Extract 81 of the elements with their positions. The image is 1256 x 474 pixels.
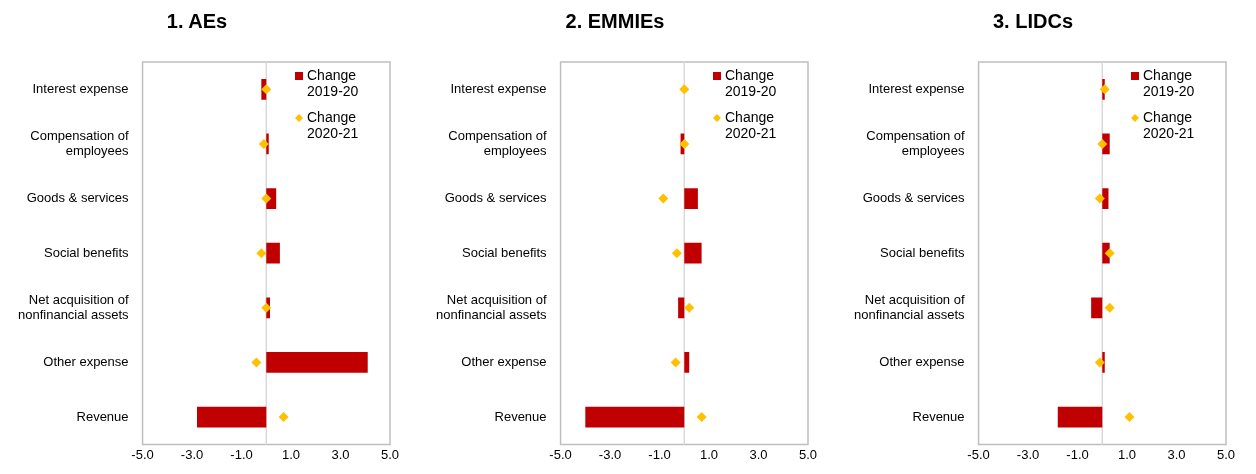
x-tick-label: 5.0 [1216,446,1236,462]
point [251,357,262,368]
chart-title: 2. EMMIEs [565,9,665,32]
y-tick-label: Other expense [43,354,129,370]
y-tick-label: Compensation of employees [866,127,966,159]
legend-label: Change 2020-21 [1143,108,1195,141]
bar [1057,406,1103,428]
bar [197,406,267,428]
y-tick-label: Goods & services [862,190,966,206]
x-tick-label: -1.0 [230,446,253,462]
y-tick-label: Compensation of employees [30,127,130,159]
y-tick-label: Net acquisition of nonfinancial assets [435,291,548,323]
point [679,138,690,149]
y-tick-label: Revenue [494,408,547,424]
x-tick-label: -1.0 [1066,446,1089,462]
legend-label: Change 2019-20 [307,66,359,99]
bar [1091,297,1103,319]
point [258,138,269,149]
point [261,84,272,95]
y-tick-label: Revenue [912,408,965,424]
point [679,84,690,95]
point [261,193,272,204]
y-tick-label: Other expense [461,354,547,370]
y-tick-label: Interest expense [450,80,547,96]
bar [585,406,685,428]
point [1124,412,1135,423]
point [1104,302,1115,313]
x-tick-label: -5.0 [549,446,572,462]
point [671,248,682,259]
x-tick-label: -5.0 [131,446,154,462]
x-tick-label: -3.0 [180,446,204,462]
legend-label: Change 2019-20 [1143,66,1195,99]
point [684,302,695,313]
chart-title: 3. LIDCs [992,9,1074,32]
bar [266,352,368,373]
point [1094,193,1105,204]
point [1094,357,1105,368]
bar [678,297,685,319]
point [261,302,272,313]
x-tick-label: -5.0 [967,446,990,462]
x-tick-label: 5.0 [798,446,818,462]
bar [1102,188,1109,209]
legend-label: Change 2019-20 [725,66,777,99]
y-tick-label: Compensation of employees [448,127,548,159]
point [278,412,289,423]
x-tick-label: 1.0 [281,446,301,462]
point [1099,84,1110,95]
bar [266,133,269,155]
x-tick-label: 3.0 [331,446,350,462]
y-tick-label: Interest expense [32,80,129,96]
x-tick-label: 1.0 [1117,446,1137,462]
x-tick-label: -1.0 [648,446,671,462]
x-tick-label: 5.0 [380,446,400,462]
y-tick-label: Social benefits [462,244,548,260]
x-tick-label: 3.0 [749,446,768,462]
x-tick-label: 1.0 [699,446,719,462]
y-tick-label: Social benefits [44,244,130,260]
point [670,357,681,368]
y-tick-label: Goods & services [444,190,548,206]
bar [266,242,280,264]
point [1097,138,1108,149]
legend-label: Change 2020-21 [725,108,777,141]
point [696,412,707,423]
x-tick-label: -3.0 [1016,446,1040,462]
bar [684,242,702,264]
y-tick-label: Goods & services [26,190,130,206]
point [658,193,669,204]
y-tick-label: Revenue [76,408,129,424]
point [1104,248,1115,259]
y-tick-label: Other expense [879,354,965,370]
bar [684,188,698,209]
y-tick-label: Net acquisition of nonfinancial assets [853,291,966,323]
y-tick-label: Interest expense [868,80,965,96]
chart-title: 1. AEs [166,9,228,32]
x-tick-label: 3.0 [1167,446,1186,462]
x-tick-label: -3.0 [598,446,622,462]
bar [684,352,690,373]
y-tick-label: Net acquisition of nonfinancial assets [17,291,130,323]
legend-label: Change 2020-21 [307,108,359,141]
y-tick-label: Social benefits [880,244,966,260]
point [256,248,267,259]
